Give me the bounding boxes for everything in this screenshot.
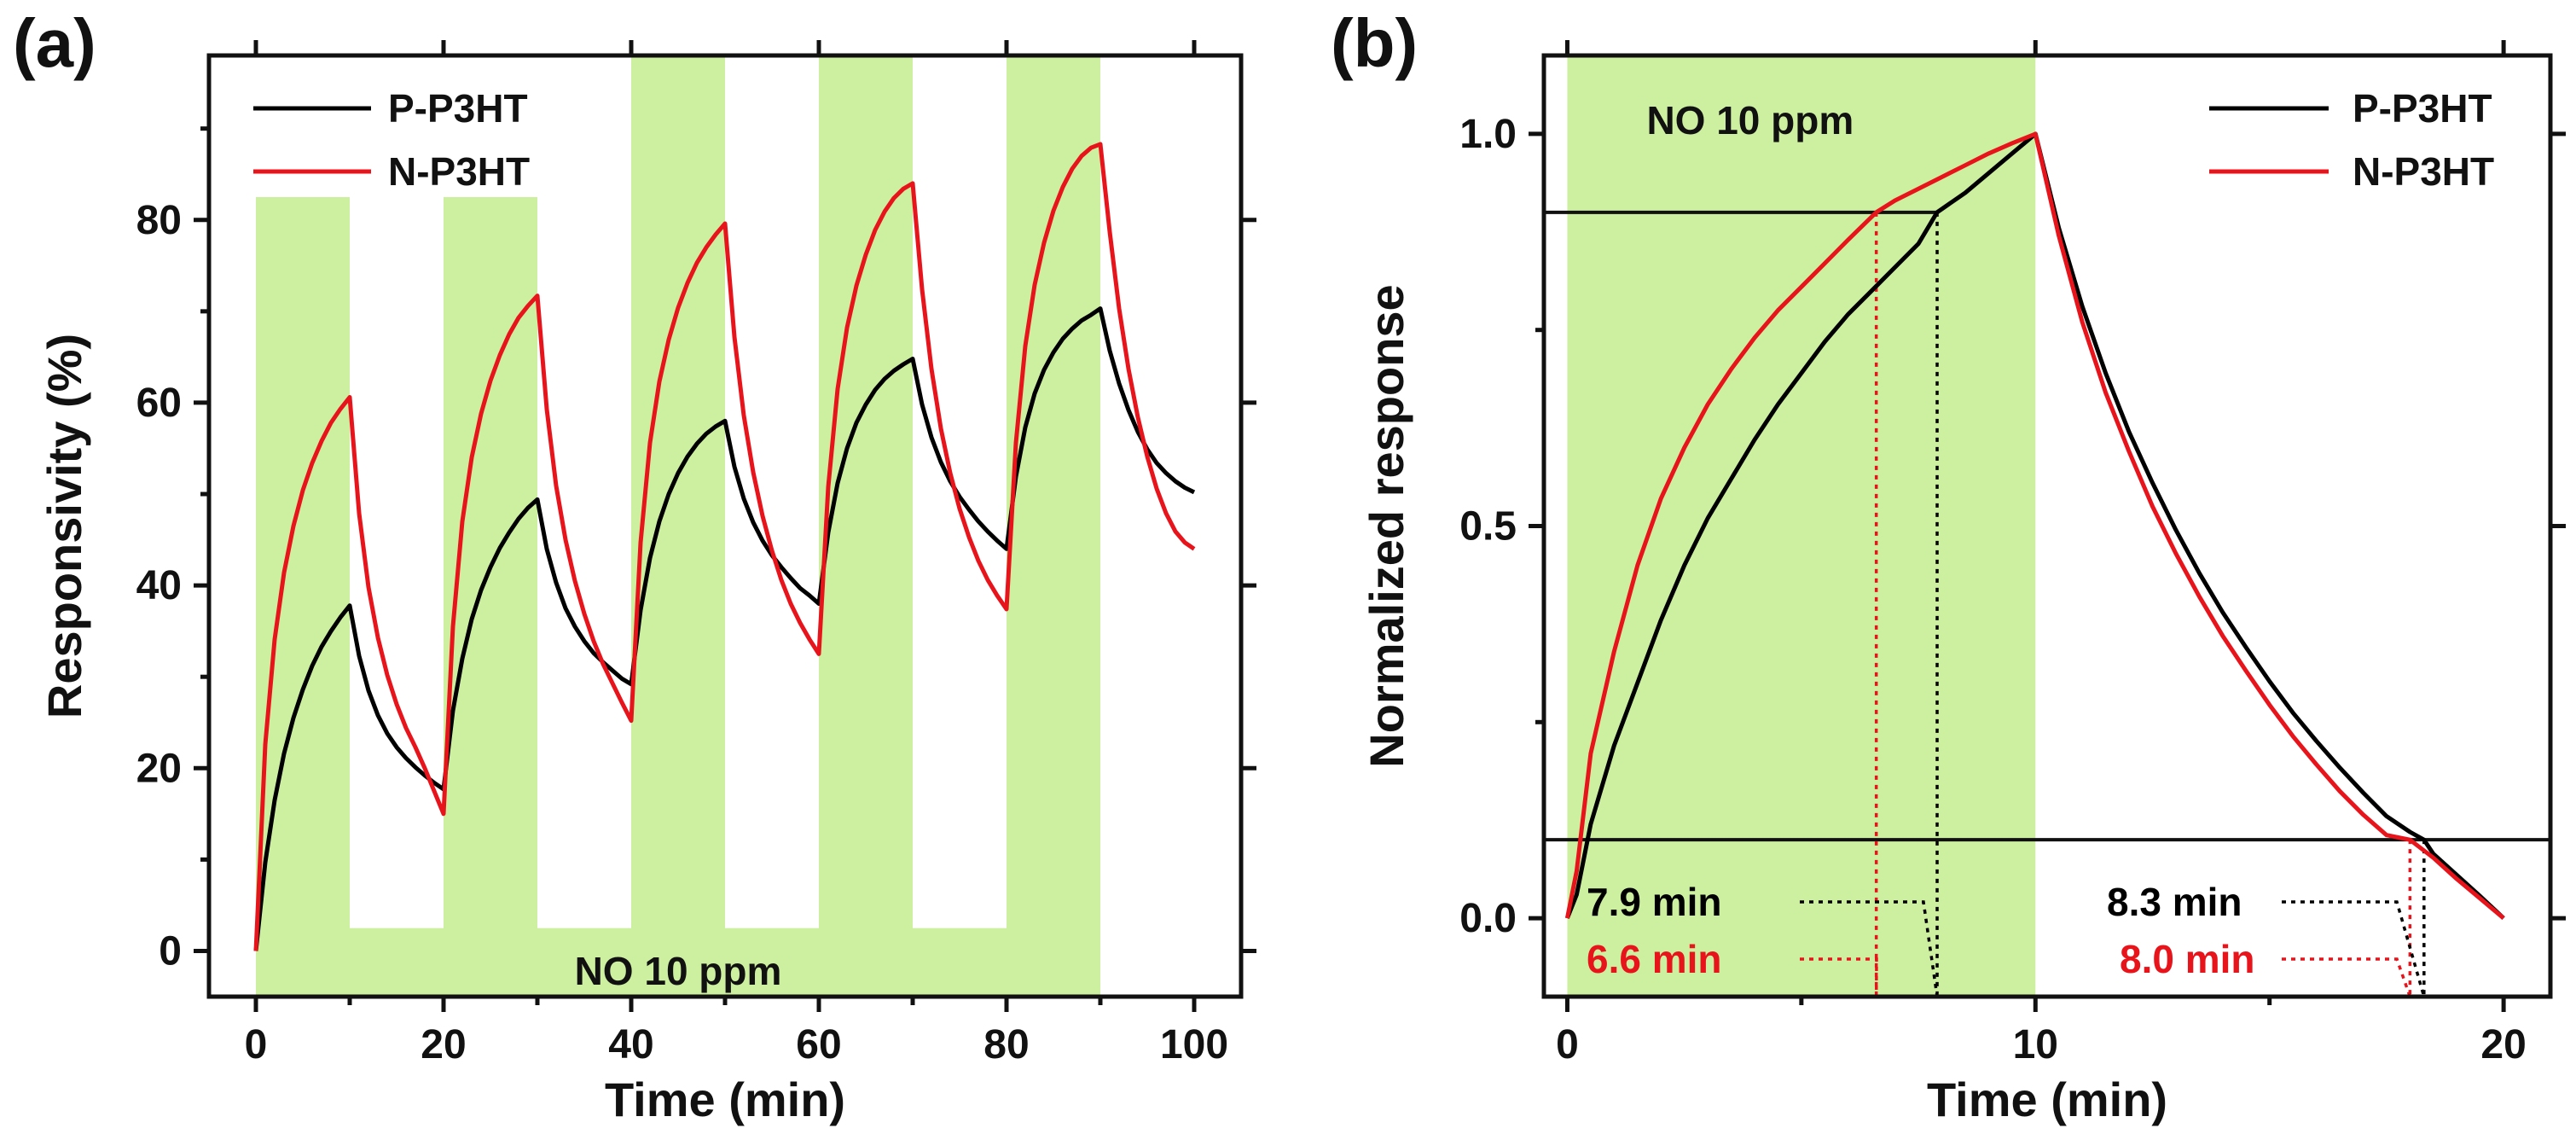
panel-a-legend-p-p3ht: P-P3HT [388, 86, 528, 131]
panel-b-reference-lines [1544, 210, 2550, 997]
panel-b-label: (b) [1331, 5, 1418, 81]
annotation-rise-n-p3ht: 6.6 min [1587, 937, 1722, 981]
panel-b-y-axis-title: Normalized response [1360, 284, 1413, 767]
exposure-region-1 [256, 55, 350, 997]
y-tick-label: 0.5 [1459, 504, 1517, 550]
y-tick-label: 0 [159, 928, 182, 974]
annotation-decay-n-p3ht: 8.0 min [2120, 937, 2255, 981]
panel-b-legend-p-p3ht: P-P3HT [2353, 86, 2492, 131]
panel-a-axes: 0 20 40 60 80 100 0 20 40 60 80 [136, 40, 1256, 1067]
exposure-region-1 [1567, 55, 2036, 997]
x-tick-label: 20 [2480, 1022, 2526, 1067]
exposure-region-5 [1007, 55, 1100, 997]
annotation-leader-2 [1800, 957, 1878, 997]
series-line-p-p3ht [253, 306, 1196, 951]
panel-b-legend: P-P3HT N-P3HT [2209, 86, 2494, 194]
panel-b-axes: 0 10 20 0.0 0.5 1.0 [1459, 40, 2566, 1067]
x-tick-label: 40 [608, 1022, 653, 1067]
x-tick-label: 80 [983, 1022, 1029, 1067]
exposure-region-3 [631, 55, 725, 997]
y-tick-label: 80 [136, 198, 182, 243]
panel-b-exposure-region [1567, 55, 2036, 997]
panel-a-legend-n-p3ht: N-P3HT [388, 149, 530, 194]
panel-a-label: (a) [13, 5, 96, 81]
x-tick-label: 60 [796, 1022, 841, 1067]
annotation-decay-p-p3ht: 8.3 min [2107, 880, 2242, 924]
exposure-baseline-strip [256, 928, 1100, 997]
y-tick-label: 40 [136, 563, 182, 608]
annotation-rise-p-p3ht: 7.9 min [1587, 880, 1722, 924]
panel-b-annotations: 7.9 min 6.6 min 8.3 min 8.0 min [1587, 880, 2426, 997]
exposure-region-2 [444, 55, 537, 997]
panel-b-x-axis-title: Time (min) [1927, 1073, 2167, 1126]
x-tick-label: 0 [245, 1022, 268, 1067]
panel-a-exposure-label: NO 10 ppm [575, 949, 782, 993]
exposure-mask-top-1 [255, 55, 351, 197]
exposure-mask-top-2 [443, 55, 538, 197]
panel-b-legend-n-p3ht: N-P3HT [2353, 149, 2494, 194]
panel-a-legend: P-P3HT N-P3HT [253, 86, 530, 194]
panel-a-x-axis-title: Time (min) [605, 1073, 845, 1126]
y-tick-label: 20 [136, 746, 182, 791]
y-tick-label: 0.0 [1459, 896, 1517, 941]
y-tick-label: 1.0 [1459, 112, 1517, 157]
panel-a-exposure-regions [255, 55, 1100, 997]
panel-a: (a) NO 10 ppm 0 20 40 60 80 100 0 20 40 60 80 P-P3… [13, 5, 1256, 1126]
y-tick-label: 60 [136, 381, 182, 426]
annotation-leader-3 [2282, 900, 2426, 997]
x-tick-label: 0 [1556, 1022, 1579, 1067]
annotation-leader-1 [1800, 900, 1939, 997]
x-tick-label: 20 [421, 1022, 466, 1067]
exposure-region-4 [819, 55, 913, 997]
panel-a-y-axis-title: Responsivity (%) [38, 334, 91, 718]
x-tick-label: 10 [2013, 1022, 2058, 1067]
panel-b: (b) NO 10 ppm 7.9 min 6.6 min 8.3 min 8.… [1331, 5, 2566, 1126]
panel-a-series [253, 142, 1196, 951]
series-line-n-p3ht [1564, 131, 2505, 921]
series-line-n-p3ht [253, 142, 1196, 951]
panel-b-exposure-label: NO 10 ppm [1646, 98, 1854, 142]
x-tick-label: 100 [1160, 1022, 1228, 1067]
panel-b-series [1564, 131, 2505, 921]
annotation-leader-4 [2282, 957, 2412, 997]
